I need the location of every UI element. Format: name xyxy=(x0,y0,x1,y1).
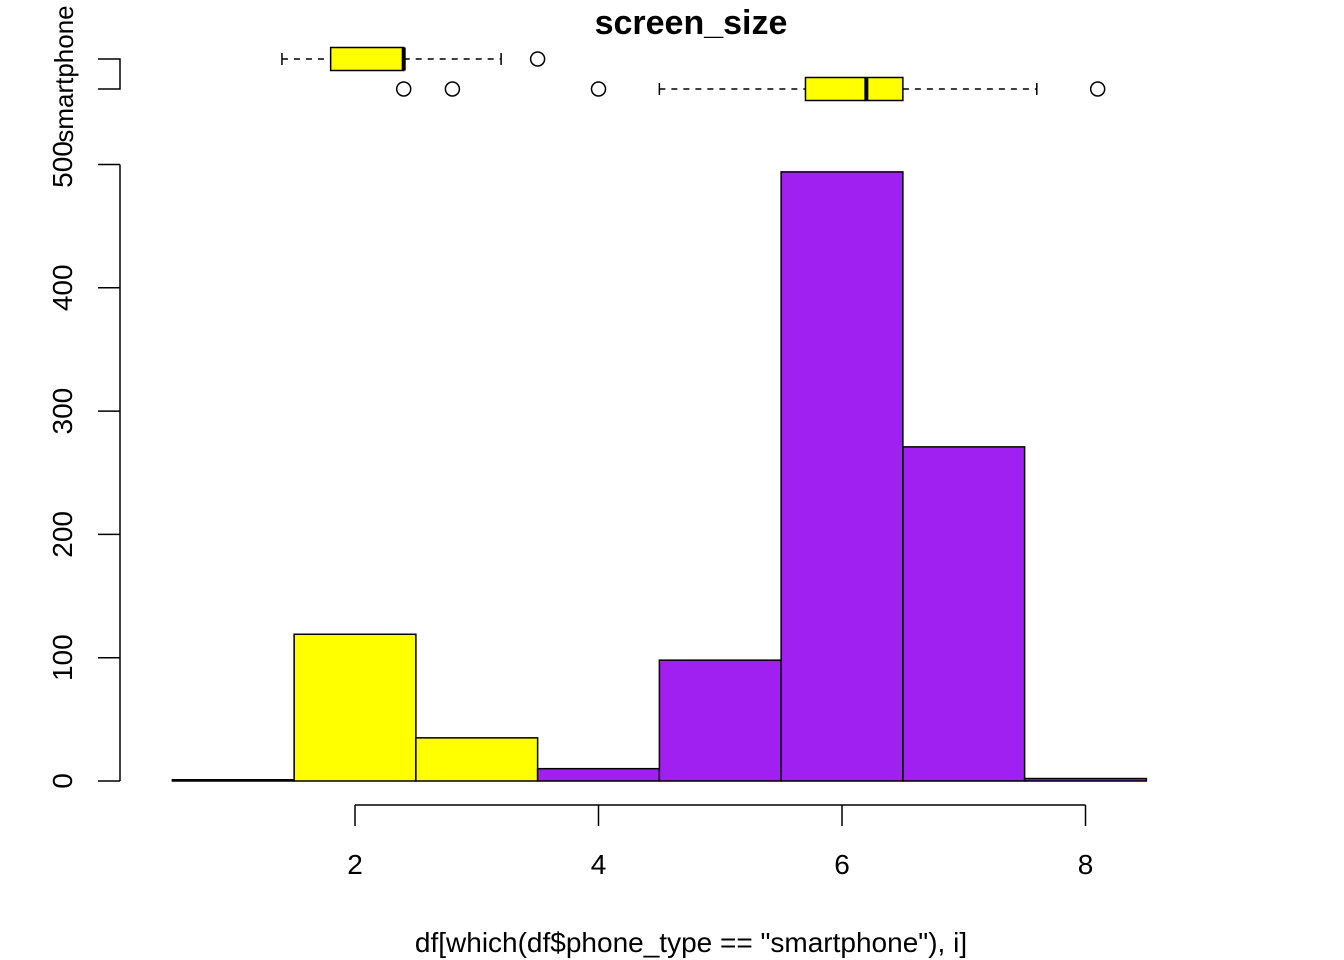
x-axis-label: df[which(df$phone_type == "smartphone"),… xyxy=(415,927,967,958)
boxplot-outlier xyxy=(444,81,461,97)
x-axis: 2 4 6 8 xyxy=(347,804,1094,880)
histogram-bar xyxy=(171,779,295,782)
histogram-bar xyxy=(536,767,661,782)
y-tick-label: 500 xyxy=(47,141,78,188)
chart-title: screen_size xyxy=(595,4,788,42)
x-tick-label: 2 xyxy=(347,849,363,880)
histogram-bar xyxy=(293,633,417,782)
histogram-bar xyxy=(415,737,539,782)
y-tick-label: 200 xyxy=(47,511,78,558)
y-tick-label: 400 xyxy=(47,264,78,311)
boxplot xyxy=(281,46,546,72)
y-axis: 0 100 200 300 400 500 xyxy=(47,141,121,789)
histogram-bar xyxy=(902,446,1026,782)
y-tick-label: 100 xyxy=(47,634,78,681)
boxplot-layer xyxy=(98,46,1106,102)
x-tick-label: 8 xyxy=(1078,849,1094,880)
boxplot-group-bracket xyxy=(98,58,121,90)
boxplot-box xyxy=(804,76,904,102)
boxplot-outlier xyxy=(590,81,607,97)
histogram-bar xyxy=(658,659,782,782)
boxplot-outlier xyxy=(1089,81,1106,97)
y-tick-label: 0 xyxy=(47,773,78,789)
boxplot-box xyxy=(329,46,405,72)
histogram-bar xyxy=(780,171,904,782)
boxplot-group-label: smartphone xyxy=(49,5,79,142)
x-tick-label: 6 xyxy=(834,849,850,880)
y-tick-label: 300 xyxy=(47,388,78,435)
boxplot-outlier xyxy=(529,51,546,67)
histogram-bars xyxy=(171,171,1148,782)
boxplot-outlier xyxy=(395,81,412,97)
boxplot xyxy=(395,76,1106,102)
histogram-bar xyxy=(1023,777,1148,782)
x-tick-label: 4 xyxy=(591,849,607,880)
